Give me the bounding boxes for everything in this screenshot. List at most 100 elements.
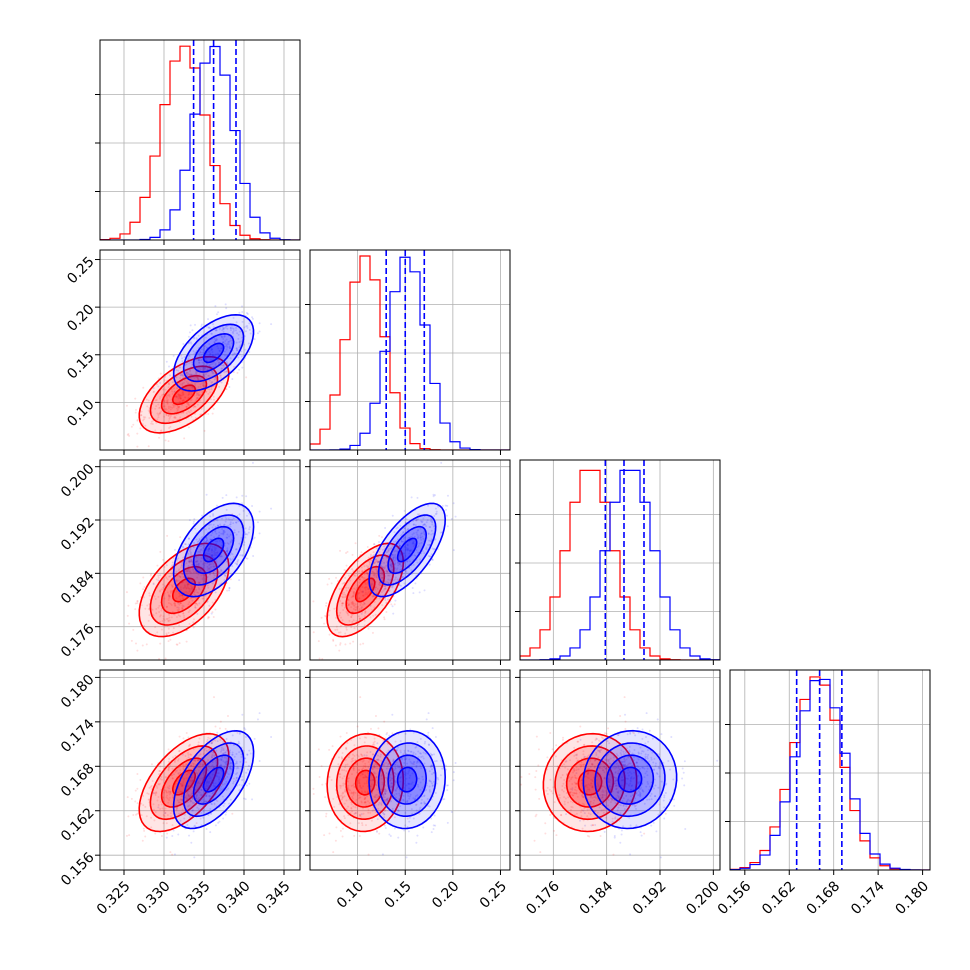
scatter-point — [371, 594, 374, 597]
scatter-point — [415, 803, 418, 806]
scatter-point — [343, 815, 346, 818]
scatter-point — [193, 405, 196, 408]
scatter-point — [368, 560, 371, 563]
scatter-point — [167, 631, 170, 634]
scatter-point — [177, 833, 180, 836]
scatter-point — [350, 738, 353, 741]
scatter-point — [182, 737, 185, 740]
scatter-point — [383, 618, 386, 621]
scatter-point — [427, 804, 430, 807]
scatter-point — [397, 809, 400, 812]
scatter-point — [421, 520, 424, 523]
scatter-point — [339, 773, 342, 776]
scatter-point — [419, 752, 422, 755]
scatter-point — [147, 409, 150, 412]
scatter-point — [355, 608, 358, 611]
scatter-point — [221, 367, 224, 370]
scatter-point — [125, 834, 128, 837]
scatter-point — [167, 640, 170, 643]
scatter-point — [202, 597, 205, 600]
scatter-point — [414, 524, 417, 527]
scatter-point — [432, 824, 435, 827]
scatter-point — [430, 538, 433, 541]
scatter-point — [229, 768, 232, 771]
scatter-point — [238, 504, 241, 507]
scatter-point — [394, 766, 397, 769]
scatter-point — [208, 564, 211, 567]
scatter-point — [222, 330, 225, 333]
scatter-point — [160, 803, 163, 806]
scatter-point — [177, 393, 180, 396]
scatter-point — [414, 554, 417, 557]
scatter-point — [374, 558, 377, 561]
scatter-point — [188, 560, 191, 563]
scatter-point — [359, 815, 362, 818]
scatter-point — [192, 546, 195, 549]
scatter-point — [159, 615, 162, 618]
scatter-point — [247, 764, 250, 767]
scatter-point — [199, 817, 202, 820]
scatter-point — [171, 853, 174, 856]
scatter-point — [188, 587, 191, 590]
scatter-point — [219, 374, 222, 377]
scatter-point — [432, 525, 435, 528]
scatter-point — [383, 813, 386, 816]
scatter-point — [155, 607, 158, 610]
scatter-point — [381, 604, 384, 607]
scatter-point — [193, 337, 196, 340]
scatter-point — [157, 385, 160, 388]
scatter-point — [226, 542, 229, 545]
scatter-point — [179, 575, 182, 578]
scatter-point — [573, 792, 576, 795]
scatter-point — [155, 398, 158, 401]
scatter-point — [225, 348, 228, 351]
scatter-point — [431, 753, 434, 756]
scatter-point — [321, 783, 324, 786]
scatter-point — [194, 370, 197, 373]
scatter-point — [419, 806, 422, 809]
scatter-point — [229, 329, 232, 332]
scatter-point — [622, 797, 625, 800]
scatter-point — [167, 619, 170, 622]
scatter-point — [209, 777, 212, 780]
scatter-point — [203, 545, 206, 548]
scatter-point — [223, 524, 226, 527]
scatter-point — [197, 796, 200, 799]
scatter-point — [370, 583, 373, 586]
scatter-point — [211, 611, 214, 614]
scatter-point — [211, 380, 214, 383]
scatter-point — [181, 394, 184, 397]
scatter-point — [194, 597, 197, 600]
scatter-point — [354, 812, 357, 815]
scatter-point — [389, 835, 392, 838]
scatter-point — [150, 763, 153, 766]
scatter-point — [249, 332, 252, 335]
scatter-point — [416, 513, 419, 516]
scatter-point — [159, 782, 162, 785]
scatter-point — [134, 411, 137, 414]
scatter-point — [373, 740, 376, 743]
scatter-point — [208, 552, 211, 555]
scatter-point — [430, 764, 433, 767]
scatter-point — [130, 639, 133, 642]
scatter-point — [204, 562, 207, 565]
scatter-point — [588, 788, 591, 791]
scatter-point — [383, 788, 386, 791]
scatter-point — [404, 773, 407, 776]
scatter-point — [233, 353, 236, 356]
scatter-point — [208, 572, 211, 575]
scatter-point — [175, 394, 178, 397]
scatter-point — [175, 369, 178, 372]
scatter-point — [389, 579, 392, 582]
scatter-point — [406, 799, 409, 802]
scatter-point — [160, 609, 163, 612]
scatter-point — [187, 410, 190, 413]
scatter-point — [394, 599, 397, 602]
scatter-point — [251, 317, 254, 320]
scatter-point — [182, 390, 185, 393]
scatter-point — [160, 429, 163, 432]
scatter-point — [609, 788, 612, 791]
scatter-point — [362, 776, 365, 779]
scatter-point — [360, 813, 363, 816]
scatter-point — [128, 834, 131, 837]
